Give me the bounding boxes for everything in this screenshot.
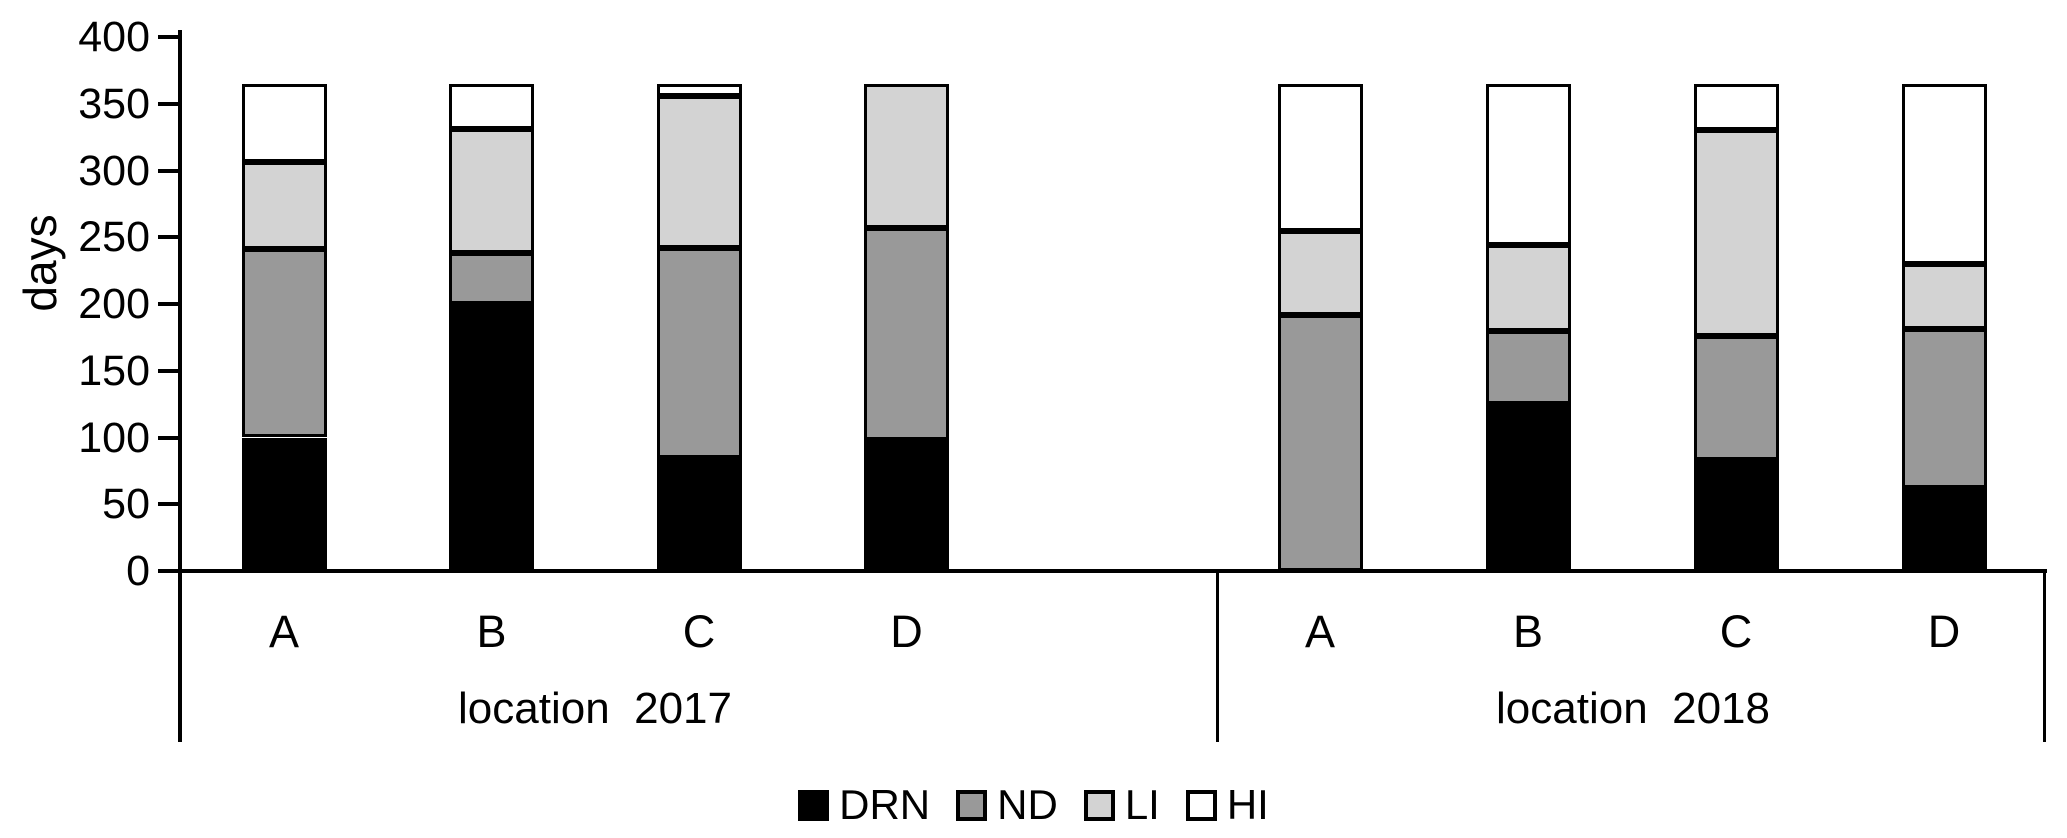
- legend-label-hi: HI: [1226, 781, 1269, 828]
- y-tick-label-150: 150: [78, 346, 150, 395]
- legend: DRN ND LI HI: [0, 779, 2067, 831]
- category-label-b-2018: B: [1512, 606, 1543, 657]
- bar-segment-hi-b-2018: [1485, 83, 1571, 246]
- category-label-d-2018: D: [1927, 606, 1961, 657]
- bar-segment-li-d-2018: [1901, 263, 1987, 330]
- legend-item-hi: HI: [1185, 781, 1269, 829]
- y-tick-mark-250: [158, 235, 179, 240]
- bar-segment-li-c-2018: [1693, 130, 1779, 337]
- y-tick-mark-0: [158, 569, 179, 573]
- group-divider-middle: [1216, 571, 1219, 742]
- y-tick-mark-400: [158, 35, 179, 39]
- legend-item-li: LI: [1083, 781, 1160, 829]
- y-tick-label-250: 250: [78, 213, 150, 262]
- y-tick-label-100: 100: [78, 413, 150, 462]
- bar-segment-nd-b-2017: [449, 253, 534, 304]
- legend-item-nd: ND: [956, 781, 1058, 829]
- y-tick-label-50: 50: [102, 480, 150, 529]
- bar-segment-li-b-2018: [1485, 245, 1571, 331]
- bar-segment-nd-c-2017: [656, 247, 742, 458]
- y-tick-mark-50: [158, 502, 179, 507]
- bar-segment-li-a-2017: [241, 162, 327, 250]
- bar-segment-hi-c-2018: [1693, 83, 1779, 131]
- legend-item-drn: DRN: [798, 781, 930, 829]
- legend-swatch-drn-icon: [798, 789, 830, 821]
- bar-segment-li-c-2017: [656, 95, 742, 248]
- bar-segment-drn-a-2017: [241, 437, 327, 571]
- bar-segment-li-d-2017: [864, 83, 949, 228]
- bar-segment-drn-d-2018: [1901, 488, 1987, 571]
- bar-segment-drn-c-2017: [656, 457, 742, 571]
- y-tick-label-0: 0: [126, 547, 150, 595]
- group-divider-right: [2043, 571, 2046, 742]
- bar-segment-hi-a-2018: [1277, 83, 1363, 231]
- y-tick-mark-350: [158, 101, 179, 106]
- y-tick-label-200: 200: [78, 280, 150, 328]
- bar-segment-nd-d-2017: [864, 227, 949, 441]
- bar-segment-li-a-2018: [1277, 230, 1363, 315]
- legend-swatch-hi-icon: [1185, 789, 1217, 821]
- bar-segment-drn-b-2018: [1485, 404, 1571, 571]
- group-label-2017: location 2017: [458, 684, 732, 733]
- bar-segment-drn-c-2018: [1693, 460, 1779, 571]
- category-label-b-2017: B: [476, 606, 507, 657]
- legend-label-drn: DRN: [839, 781, 931, 828]
- legend-label-li: LI: [1124, 781, 1160, 828]
- category-label-d-2017: D: [890, 606, 923, 657]
- y-tick-label-350: 350: [78, 79, 150, 128]
- bar-segment-hi-b-2017: [449, 83, 534, 130]
- bar-segment-hi-a-2017: [241, 83, 327, 163]
- y-tick-mark-300: [158, 168, 179, 173]
- bar-segment-nd-a-2017: [241, 249, 327, 438]
- category-label-a-2017: A: [268, 606, 299, 657]
- y-axis-line: [178, 30, 182, 742]
- bar-segment-li-b-2017: [449, 129, 534, 254]
- y-tick-label-400: 400: [78, 13, 150, 61]
- bar-segment-drn-d-2017: [864, 440, 949, 571]
- y-tick-label-300: 300: [78, 146, 150, 195]
- x-axis-line: [178, 569, 2047, 573]
- bar-segment-drn-b-2017: [449, 304, 534, 571]
- category-label-c-2017: C: [682, 606, 716, 657]
- legend-swatch-li-icon: [1083, 789, 1115, 821]
- bar-segment-nd-d-2018: [1901, 329, 1987, 489]
- bar-segment-hi-d-2018: [1901, 83, 1987, 264]
- group-label-2018: location 2018: [1496, 684, 1770, 733]
- bar-segment-nd-c-2018: [1693, 336, 1779, 461]
- bar-segment-nd-a-2018: [1277, 314, 1363, 571]
- bar-segment-nd-b-2018: [1485, 330, 1571, 405]
- legend-label-nd: ND: [997, 781, 1058, 828]
- bar-segment-hi-c-2017: [656, 83, 742, 96]
- category-label-a-2018: A: [1304, 606, 1335, 657]
- legend-swatch-nd-icon: [956, 789, 988, 821]
- y-tick-mark-200: [158, 302, 179, 306]
- y-tick-mark-100: [158, 435, 179, 440]
- category-label-c-2018: C: [1719, 606, 1753, 657]
- y-tick-mark-150: [158, 368, 179, 373]
